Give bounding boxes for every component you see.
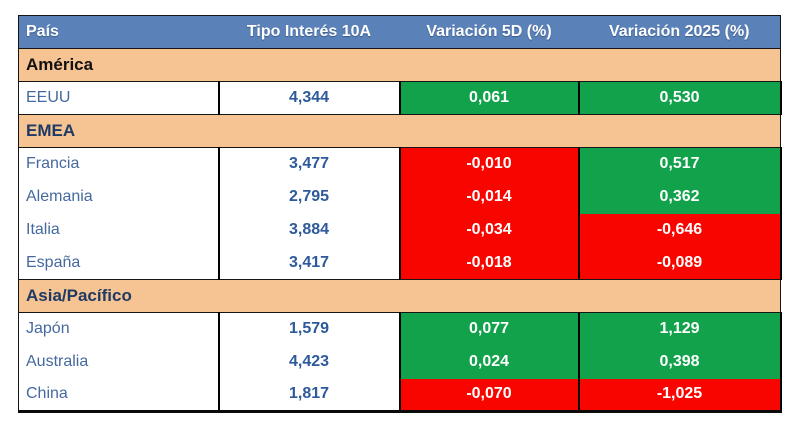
rate-cell: 1,579: [218, 312, 401, 346]
rate-cell: 3,477: [218, 147, 401, 181]
table-row: EEUU 4,344 0,061 0,530: [18, 81, 782, 115]
col-header-variacion-2025: Variación 2025 (%): [608, 23, 750, 40]
rates-table-container: País Tipo Interés 10A Variación 5D (%) V…: [18, 15, 782, 413]
var2025-cell: -1,025: [578, 378, 782, 412]
country-cell: Francia: [18, 147, 220, 181]
var5d-cell: -0,014: [399, 180, 580, 214]
country-cell: Alemania: [18, 180, 220, 214]
section-row-america: América: [18, 48, 781, 82]
rate-cell: 4,423: [218, 345, 401, 379]
var2025-cell: 0,530: [578, 81, 782, 115]
table-row: Alemania 2,795 -0,014 0,362: [18, 180, 782, 214]
table-row: Francia 3,477 -0,010 0,517: [18, 147, 782, 181]
col-header-tipo-interes: Tipo Interés 10A: [246, 23, 372, 40]
var2025-cell: 0,362: [578, 180, 782, 214]
var5d-cell: 0,077: [399, 312, 580, 346]
col-header-pais: País: [26, 23, 59, 40]
col-header-variacion-5d: Variación 5D (%): [426, 23, 552, 40]
country-cell: Australia: [18, 345, 220, 379]
var2025-cell: 0,517: [578, 147, 782, 181]
bond-yields-table: País Tipo Interés 10A Variación 5D (%) V…: [18, 15, 782, 413]
table-row: España 3,417 -0,018 -0,089: [18, 246, 782, 280]
country-cell: Italia: [18, 213, 220, 247]
var5d-cell: 0,024: [399, 345, 580, 379]
var5d-cell: 0,061: [399, 81, 580, 115]
section-row-asia-pacifico: Asia/Pacífico: [18, 279, 781, 313]
rate-cell: 3,884: [218, 213, 401, 247]
var5d-cell: -0,010: [399, 147, 580, 181]
section-row-emea: EMEA: [18, 114, 781, 148]
var2025-cell: -0,089: [578, 246, 782, 280]
table-row: Italia 3,884 -0,034 -0,646: [18, 213, 782, 247]
var2025-cell: -0,646: [578, 213, 782, 247]
rate-cell: 2,795: [218, 180, 401, 214]
var5d-cell: -0,070: [399, 378, 580, 412]
section-label: América: [18, 48, 781, 82]
section-label: Asia/Pacífico: [18, 279, 781, 313]
table-row: China 1,817 -0,070 -1,025: [18, 378, 782, 412]
table-row: Australia 4,423 0,024 0,398: [18, 345, 782, 379]
table-row: Japón 1,579 0,077 1,129: [18, 312, 782, 346]
var2025-cell: 1,129: [578, 312, 782, 346]
country-cell: EEUU: [18, 81, 220, 115]
var5d-cell: -0,018: [399, 246, 580, 280]
rate-cell: 4,344: [218, 81, 401, 115]
var2025-cell: 0,398: [578, 345, 782, 379]
header-row: País Tipo Interés 10A Variación 5D (%) V…: [18, 15, 781, 49]
rate-cell: 3,417: [218, 246, 401, 280]
country-cell: España: [18, 246, 220, 280]
section-label: EMEA: [18, 114, 781, 148]
rate-cell: 1,817: [218, 378, 401, 412]
var5d-cell: -0,034: [399, 213, 580, 247]
country-cell: Japón: [18, 312, 220, 346]
country-cell: China: [18, 378, 220, 412]
